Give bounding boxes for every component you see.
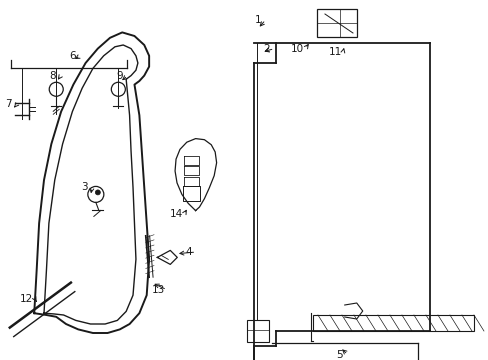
- Text: 6: 6: [69, 51, 76, 61]
- Text: 2: 2: [263, 44, 269, 54]
- Bar: [247, 320, 269, 342]
- Bar: [316, 9, 356, 37]
- Bar: [312, 315, 473, 331]
- Text: 3: 3: [81, 182, 87, 192]
- Text: 11: 11: [327, 47, 341, 57]
- Text: 5: 5: [336, 350, 343, 360]
- Text: 4: 4: [184, 247, 191, 257]
- Text: 12: 12: [20, 294, 34, 304]
- Text: 10: 10: [290, 44, 303, 54]
- Text: 14: 14: [169, 209, 183, 219]
- Text: 1: 1: [254, 15, 261, 25]
- Circle shape: [95, 190, 100, 195]
- Text: 9: 9: [116, 71, 123, 81]
- Text: 13: 13: [152, 285, 165, 295]
- Text: 7: 7: [5, 99, 12, 109]
- Text: 8: 8: [49, 71, 56, 81]
